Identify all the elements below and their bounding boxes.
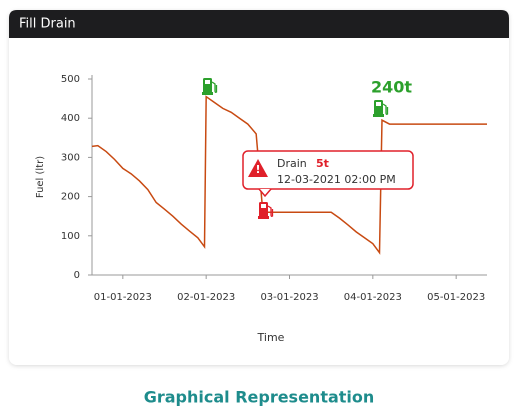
- plot: 0 100 200 300 400 500 01-01-2023 02-01-2023 03-0…: [61, 74, 487, 303]
- svg-text:!: !: [255, 163, 260, 176]
- tooltip-datetime: 12-03-2021 02:00 PM: [277, 173, 396, 186]
- card-header: [9, 10, 509, 38]
- y-tick-label: 500: [61, 74, 80, 85]
- caption: Graphical Representation: [144, 388, 375, 407]
- tooltip-amount: 5t: [316, 157, 329, 170]
- x-tick-label: 02-01-2023: [177, 292, 235, 303]
- fuel-line: [91, 95, 487, 255]
- y-tick-label: 300: [61, 152, 80, 163]
- y-tick-label: 400: [61, 113, 80, 124]
- y-tick-label: 200: [61, 192, 80, 203]
- x-tick-label: 01-01-2023: [94, 292, 152, 303]
- x-tick-label: 03-01-2023: [260, 292, 318, 303]
- y-tick-label: 100: [61, 231, 80, 242]
- card-title: Fill Drain: [19, 17, 76, 32]
- x-tick-label: 05-01-2023: [427, 292, 485, 303]
- tooltip-label: Drain: [277, 157, 307, 170]
- tooltip: ! Drain 5t 12-03-2021 02:00 PM: [242, 150, 414, 198]
- x-axis-label: Time: [257, 331, 285, 344]
- annotation: 240t: [371, 78, 412, 97]
- y-axis-label: Fuel (ltr): [35, 156, 46, 198]
- y-tick-label: 0: [74, 270, 80, 281]
- x-tick-label: 04-01-2023: [344, 292, 402, 303]
